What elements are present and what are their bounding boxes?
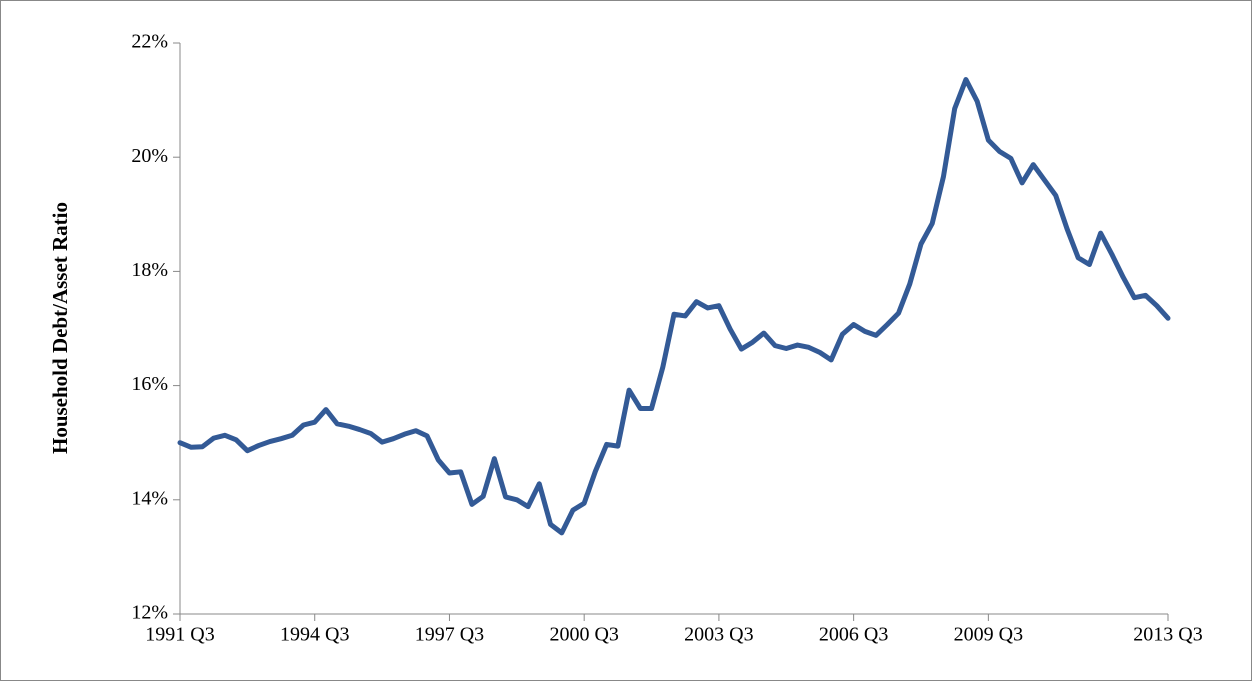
y-tick-label: 12%	[131, 602, 168, 624]
x-tick-label: 2013 Q3	[1133, 624, 1202, 646]
x-tick-label: 2000 Q3	[549, 624, 618, 646]
y-axis-label: Household Debt/Asset Ratio	[48, 202, 72, 454]
x-tick-label: 1997 Q3	[415, 624, 484, 646]
x-tick-label: 1991 Q3	[145, 624, 214, 646]
y-tick-label: 20%	[131, 145, 168, 167]
y-tick-label: 18%	[131, 259, 168, 281]
x-tick-label: 1994 Q3	[280, 624, 349, 646]
data-line	[177, 77, 1171, 536]
y-tick-label: 14%	[131, 487, 168, 509]
x-tick-label: 2003 Q3	[684, 624, 753, 646]
y-tick-label: 22%	[131, 31, 168, 53]
y-tick-label: 16%	[131, 373, 168, 395]
x-tick-label: 2006 Q3	[819, 624, 888, 646]
x-tick-label: 2009 Q3	[954, 624, 1023, 646]
